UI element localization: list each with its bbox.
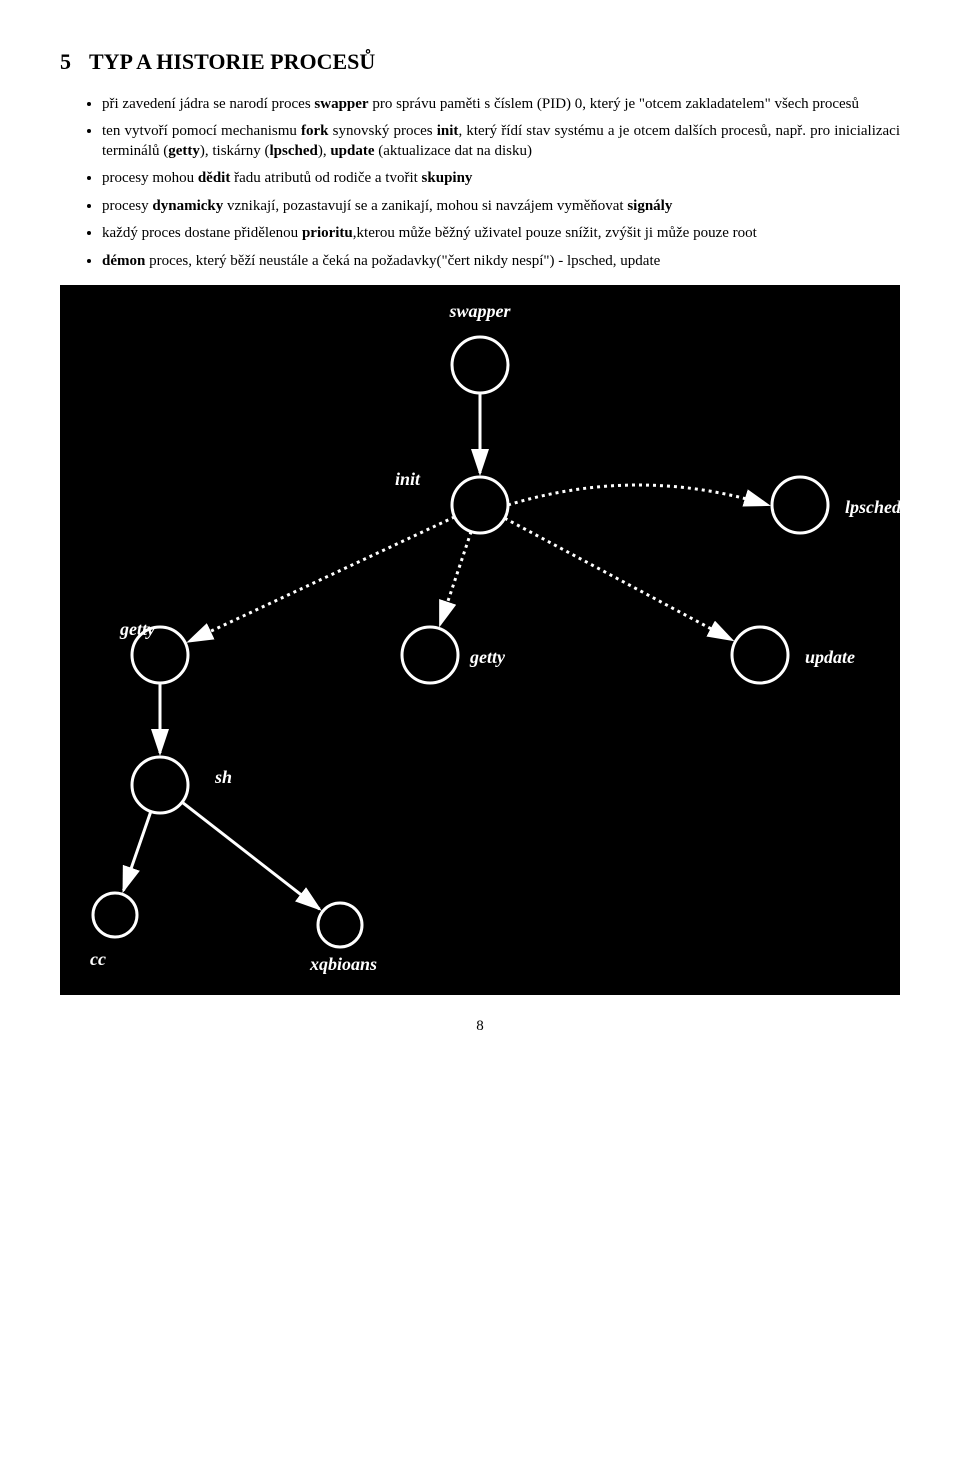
- diagram-node: [772, 477, 828, 533]
- diagram-edge: [182, 802, 319, 909]
- bullet-list: při zavedení jádra se narodí proces swap…: [60, 95, 900, 272]
- bullet-item: při zavedení jádra se narodí proces swap…: [102, 95, 900, 115]
- diagram-edge: [124, 812, 151, 891]
- diagram-node-label: update: [805, 647, 855, 667]
- bullet-item: procesy mohou dědit řadu atributů od rod…: [102, 169, 900, 189]
- diagram-node-label: sh: [214, 767, 232, 787]
- diagram-edge: [189, 517, 455, 642]
- diagram-node: [732, 627, 788, 683]
- diagram-node-label: lpsched: [845, 497, 900, 517]
- diagram-node-label: getty: [119, 619, 156, 639]
- section-title-text: TYP A HISTORIE PROCESŮ: [89, 49, 375, 74]
- bullet-item: každý proces dostane přidělenou prioritu…: [102, 224, 900, 244]
- diagram-node: [132, 757, 188, 813]
- diagram-node-label: init: [395, 469, 421, 489]
- section-heading: 5 TYP A HISTORIE PROCESŮ: [60, 48, 900, 77]
- diagram-node: [402, 627, 458, 683]
- diagram-node: [318, 903, 362, 947]
- diagram-node-label: swapper: [448, 301, 511, 321]
- process-tree-diagram: swapper init lpsched getty getty update sh cc xq…: [60, 285, 900, 995]
- page-number: 8: [60, 1017, 900, 1037]
- bullet-item: ten vytvoří pomocí mechanismu fork synov…: [102, 122, 900, 161]
- diagram-node: [93, 893, 137, 937]
- diagram-node-label: cc: [90, 949, 106, 969]
- diagram-edge: [508, 485, 768, 505]
- section-number: 5: [60, 48, 71, 77]
- diagram-edge: [440, 532, 471, 625]
- diagram-node-label: getty: [469, 647, 506, 667]
- diagram-node: [452, 337, 508, 393]
- diagram-edge: [505, 518, 732, 640]
- diagram-node-label: xqbioans: [309, 954, 377, 974]
- bullet-item: procesy dynamicky vznikají, pozastavují …: [102, 197, 900, 217]
- diagram-node: [452, 477, 508, 533]
- bullet-item: démon proces, který běží neustále a čeká…: [102, 252, 900, 272]
